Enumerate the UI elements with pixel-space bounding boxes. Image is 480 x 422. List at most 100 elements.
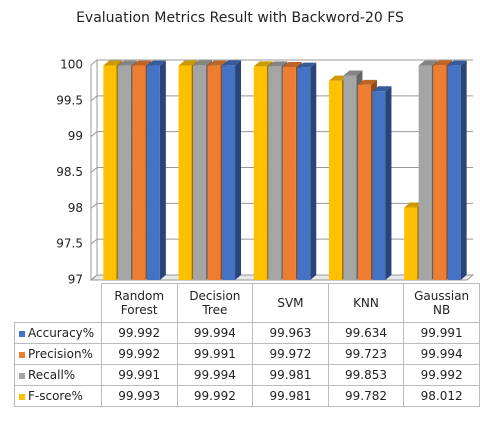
legend-label: F-score% bbox=[28, 389, 83, 403]
bar-top bbox=[103, 60, 123, 66]
legend-entry: F-score% bbox=[14, 385, 102, 407]
bar bbox=[146, 65, 160, 280]
x-tick-label: Gaussian NB bbox=[403, 283, 480, 323]
bar-top bbox=[328, 75, 348, 81]
bar-top bbox=[253, 61, 273, 67]
table-value: 99.853 bbox=[327, 364, 405, 386]
bar bbox=[418, 65, 432, 280]
bar bbox=[282, 67, 296, 280]
legend-key bbox=[19, 351, 25, 358]
y-tick-label: 100 bbox=[60, 58, 83, 72]
legend-label: Accuracy% bbox=[28, 326, 95, 340]
bar bbox=[193, 65, 207, 281]
bar-side bbox=[310, 62, 317, 280]
x-tick-label: Decision Tree bbox=[176, 283, 254, 323]
bar bbox=[117, 65, 131, 281]
table-value: 99.991 bbox=[403, 322, 480, 344]
bar-side bbox=[159, 60, 166, 280]
table-row: Random Forest Decision Tree SVM KNN Gaussian… bbox=[15, 283, 480, 323]
bar-top bbox=[357, 79, 377, 85]
y-tick-label: 99.5 bbox=[56, 93, 83, 107]
bar-top bbox=[433, 60, 453, 66]
table-value: 99.782 bbox=[327, 385, 405, 407]
bar-top bbox=[297, 62, 317, 68]
table-value: 99.963 bbox=[252, 322, 329, 344]
x-tick-label: KNN bbox=[327, 283, 405, 323]
legend-key bbox=[19, 372, 25, 379]
bar bbox=[343, 75, 357, 280]
bar-top bbox=[193, 60, 213, 66]
legend-entry: Precision% bbox=[14, 343, 102, 365]
bar-top bbox=[207, 60, 227, 66]
table-value: 99.981 bbox=[252, 364, 329, 386]
bar-top bbox=[268, 61, 288, 67]
bar bbox=[447, 65, 461, 281]
legend-label: Precision% bbox=[28, 347, 93, 361]
table-row: F-score% 99.993 99.992 99.981 99.782 98.012 bbox=[14, 385, 480, 407]
table-row: Accuracy% 99.992 99.994 99.963 99.634 99.991 bbox=[14, 322, 480, 344]
table-value: 99.994 bbox=[403, 343, 480, 365]
table-value: 99.992 bbox=[176, 385, 254, 407]
bar-top bbox=[178, 60, 198, 66]
bar bbox=[404, 207, 418, 280]
table-value: 99.991 bbox=[176, 343, 254, 365]
bar bbox=[103, 65, 117, 280]
bar-top bbox=[222, 60, 242, 66]
table-value: 99.993 bbox=[100, 385, 178, 407]
y-tick-label: 98 bbox=[68, 201, 83, 215]
bar bbox=[178, 65, 192, 280]
y-tick-label: 97.5 bbox=[56, 237, 83, 251]
bar-top bbox=[372, 86, 392, 92]
y-tick-label: 99 bbox=[68, 129, 83, 143]
grid-line bbox=[90, 59, 473, 66]
bar-top bbox=[146, 60, 166, 66]
bar bbox=[297, 67, 311, 280]
y-tick-label: 98.5 bbox=[56, 165, 83, 179]
legend-key bbox=[19, 393, 25, 400]
data-table: Random Forest Decision Tree SVM KNN Gaussian… bbox=[14, 283, 480, 407]
bar-top bbox=[447, 60, 467, 66]
legend-label: Recall% bbox=[28, 368, 76, 382]
y-tick-label: 97 bbox=[68, 273, 83, 287]
table-value: 99.992 bbox=[100, 322, 178, 344]
chart-title: Evaluation Metrics Result with Backword-… bbox=[76, 10, 404, 26]
table-value: 99.992 bbox=[403, 364, 480, 386]
bar-top bbox=[404, 202, 424, 208]
table-value: 99.991 bbox=[100, 364, 178, 386]
table-value: 99.634 bbox=[327, 322, 405, 344]
bar-side bbox=[235, 60, 242, 281]
legend-key bbox=[19, 330, 25, 337]
bar-top bbox=[117, 60, 137, 66]
bar bbox=[372, 91, 386, 280]
bar-top bbox=[418, 60, 438, 66]
bar bbox=[357, 84, 371, 280]
bar bbox=[253, 66, 267, 280]
bar-side bbox=[460, 60, 467, 280]
table-value: 99.723 bbox=[327, 343, 405, 365]
bar-top bbox=[343, 70, 363, 76]
table-value: 99.981 bbox=[252, 385, 329, 407]
x-tick-label: Random Forest bbox=[100, 283, 178, 323]
table-value: 98.012 bbox=[403, 385, 480, 407]
legend-entry: Recall% bbox=[14, 364, 102, 386]
table-value: 99.994 bbox=[176, 322, 254, 344]
table-value: 99.972 bbox=[252, 343, 329, 365]
legend-entry: Accuracy% bbox=[14, 322, 102, 344]
table-corner bbox=[15, 284, 102, 323]
bar bbox=[222, 65, 236, 281]
x-tick-label: SVM bbox=[252, 283, 329, 323]
table-value: 99.994 bbox=[176, 364, 254, 386]
bar-top bbox=[282, 62, 302, 68]
bar bbox=[207, 65, 221, 281]
bar bbox=[132, 65, 146, 280]
table-value: 99.992 bbox=[100, 343, 178, 365]
bar bbox=[328, 80, 342, 280]
bar-side bbox=[385, 86, 392, 280]
table-row: Recall% 99.991 99.994 99.981 99.853 99.992 bbox=[14, 364, 480, 386]
table-row: Precision% 99.992 99.991 99.972 99.723 99.994 bbox=[14, 343, 480, 365]
bar bbox=[268, 66, 282, 280]
bar bbox=[433, 65, 447, 281]
bar-top bbox=[132, 60, 152, 66]
